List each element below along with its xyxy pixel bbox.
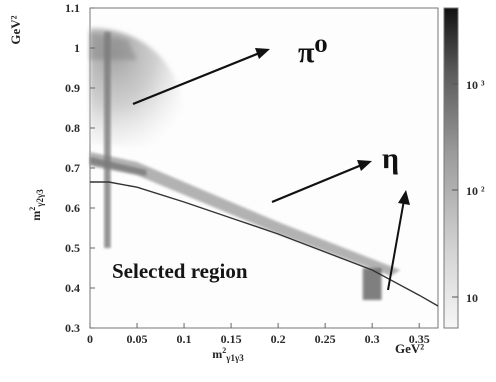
eta-label: η xyxy=(382,142,399,175)
selected-region-label: Selected region xyxy=(112,259,248,283)
arrow-eta-spot xyxy=(387,190,410,291)
pi0-core xyxy=(90,32,138,60)
y-tick-label: 0.4 xyxy=(65,281,80,295)
y-tick-label: 0.3 xyxy=(65,321,80,335)
y-tick-label: 0.7 xyxy=(65,161,80,175)
arrow-eta-band xyxy=(271,160,372,204)
vertical-density xyxy=(104,32,111,248)
colorbar-label-100: 10 ² xyxy=(466,184,485,198)
y-tick-label: 0.5 xyxy=(65,241,80,255)
x-tick-label: 0.1 xyxy=(177,332,192,346)
y-axis-label: m2γ2γ3 xyxy=(28,189,45,221)
density-layer xyxy=(90,28,401,300)
y-tick-label: 0.6 xyxy=(65,201,80,215)
pi0-label: π⁰ xyxy=(298,36,328,69)
arrow-pi0 xyxy=(132,48,270,106)
y-tick-label: 1 xyxy=(74,41,80,55)
y-tick-label: 0.9 xyxy=(65,81,80,95)
x-axis-ticks: 0 0.05 0.1 0.15 0.2 0.25 0.3 0.35 xyxy=(87,323,430,346)
x-tick-label: 0.35 xyxy=(409,332,430,346)
x-axis-unit: GeV² xyxy=(395,341,424,356)
eta-density xyxy=(362,268,382,300)
x-tick-label: 0 xyxy=(87,332,93,346)
selection-cut-line xyxy=(90,181,439,307)
y-tick-label: 1.1 xyxy=(65,1,80,15)
y-axis-unit: GeV² xyxy=(8,15,23,44)
x-tick-label: 0.15 xyxy=(221,332,242,346)
x-tick-label: 0.2 xyxy=(271,332,286,346)
y-axis-ticks: 0.3 0.4 0.5 0.6 0.7 0.8 0.9 1 1.1 xyxy=(65,1,95,335)
x-axis-label: m2γ1γ3 xyxy=(212,346,244,363)
colorbar xyxy=(443,7,459,329)
x-tick-label: 0.25 xyxy=(315,332,336,346)
svg-text:m2γ1γ3: m2γ1γ3 xyxy=(212,346,244,363)
correlation-density xyxy=(90,152,401,276)
colorbar-label-1000: 10 ³ xyxy=(466,78,485,92)
colorbar-label-10: 10 xyxy=(466,291,478,305)
x-tick-label: 0.3 xyxy=(365,332,380,346)
svg-text:m2γ2γ3: m2γ2γ3 xyxy=(28,189,45,221)
x-tick-label: 0.05 xyxy=(127,332,148,346)
y-tick-label: 0.8 xyxy=(65,121,80,135)
